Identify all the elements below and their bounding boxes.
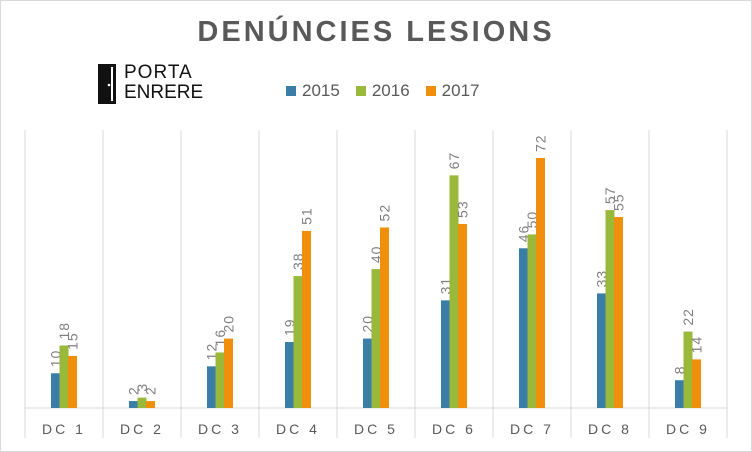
bar-2015	[51, 373, 60, 408]
x-tick-label: DC 3	[198, 421, 242, 437]
data-label-2016: 3	[134, 383, 150, 392]
bar-2017	[302, 230, 311, 408]
legend-item-2016[interactable]: 2016	[355, 81, 410, 101]
bar-2017	[536, 158, 545, 408]
data-label-2017: 72	[533, 134, 549, 152]
bar-2015	[129, 401, 138, 408]
legend-item-2017[interactable]: 2017	[425, 81, 480, 101]
bar-2015	[207, 366, 216, 408]
bar-2017	[614, 217, 623, 408]
logo-text-line2: ENRERE	[124, 82, 204, 103]
bar-2015	[441, 300, 450, 408]
legend-label-2015: 2015	[302, 81, 340, 100]
bar-2016	[683, 331, 693, 408]
legend-swatch-2016	[355, 86, 366, 96]
data-label-2017: 15	[65, 332, 81, 350]
bar-2016	[371, 269, 381, 408]
x-tick-label: DC 2	[120, 421, 164, 437]
data-label-2017: 55	[611, 193, 627, 211]
data-label-2017: 20	[221, 315, 237, 333]
data-label-2017: 51	[299, 207, 315, 225]
bar-2016	[293, 276, 303, 408]
bar-2016	[527, 234, 537, 408]
bar-2016	[449, 175, 459, 408]
data-label-2017: 53	[455, 200, 471, 218]
bar-2016	[59, 345, 69, 408]
data-label-2016: 18	[56, 322, 72, 340]
bar-2015	[519, 248, 528, 408]
bar-2017	[146, 401, 155, 408]
bar-2016	[137, 397, 147, 408]
bar-2017	[380, 227, 389, 408]
door-icon	[98, 64, 116, 104]
legend-item-2015[interactable]: 2015	[286, 81, 340, 101]
data-label-2017: 2	[143, 386, 159, 395]
x-tick-label: DC 4	[276, 421, 320, 437]
bar-2017	[68, 355, 77, 408]
bar-2015	[597, 293, 606, 408]
x-tick-label: DC 8	[588, 421, 632, 437]
legend-swatch-2017	[425, 86, 436, 96]
legend-swatch-2015	[286, 86, 296, 96]
bar-2017	[692, 359, 701, 408]
bar-2016	[215, 352, 225, 408]
x-tick-label: DC 1	[42, 421, 86, 437]
bar-2015	[363, 338, 372, 408]
legend-label-2017: 2017	[441, 81, 480, 100]
x-tick-label: DC 6	[432, 421, 476, 437]
data-label-2016: 22	[680, 308, 696, 326]
legend-label-2016: 2016	[371, 81, 410, 100]
logo-text-line1: PORTA	[124, 62, 193, 83]
bar-2017	[224, 338, 233, 408]
x-tick-label: DC 9	[666, 421, 710, 437]
data-label-2017: 14	[689, 336, 705, 354]
bar-2016	[605, 210, 615, 408]
bar-2015	[285, 342, 294, 408]
bar-2017	[458, 223, 467, 408]
data-label-2015: 8	[672, 365, 688, 374]
bar-2015	[675, 380, 684, 408]
x-tick-label: DC 5	[354, 421, 398, 437]
data-label-2016: 57	[602, 187, 618, 205]
chart-legend: 2015 2016 2017	[286, 80, 495, 102]
porta-enrere-logo[interactable]: PORTA ENRERE	[96, 62, 203, 104]
data-label-2016: 67	[446, 152, 462, 170]
data-label-2015: 2	[126, 386, 142, 395]
chart-title: DENÚNCIES LESIONS	[197, 16, 555, 48]
data-label-2017: 52	[377, 204, 393, 222]
x-tick-label: DC 7	[510, 421, 554, 437]
